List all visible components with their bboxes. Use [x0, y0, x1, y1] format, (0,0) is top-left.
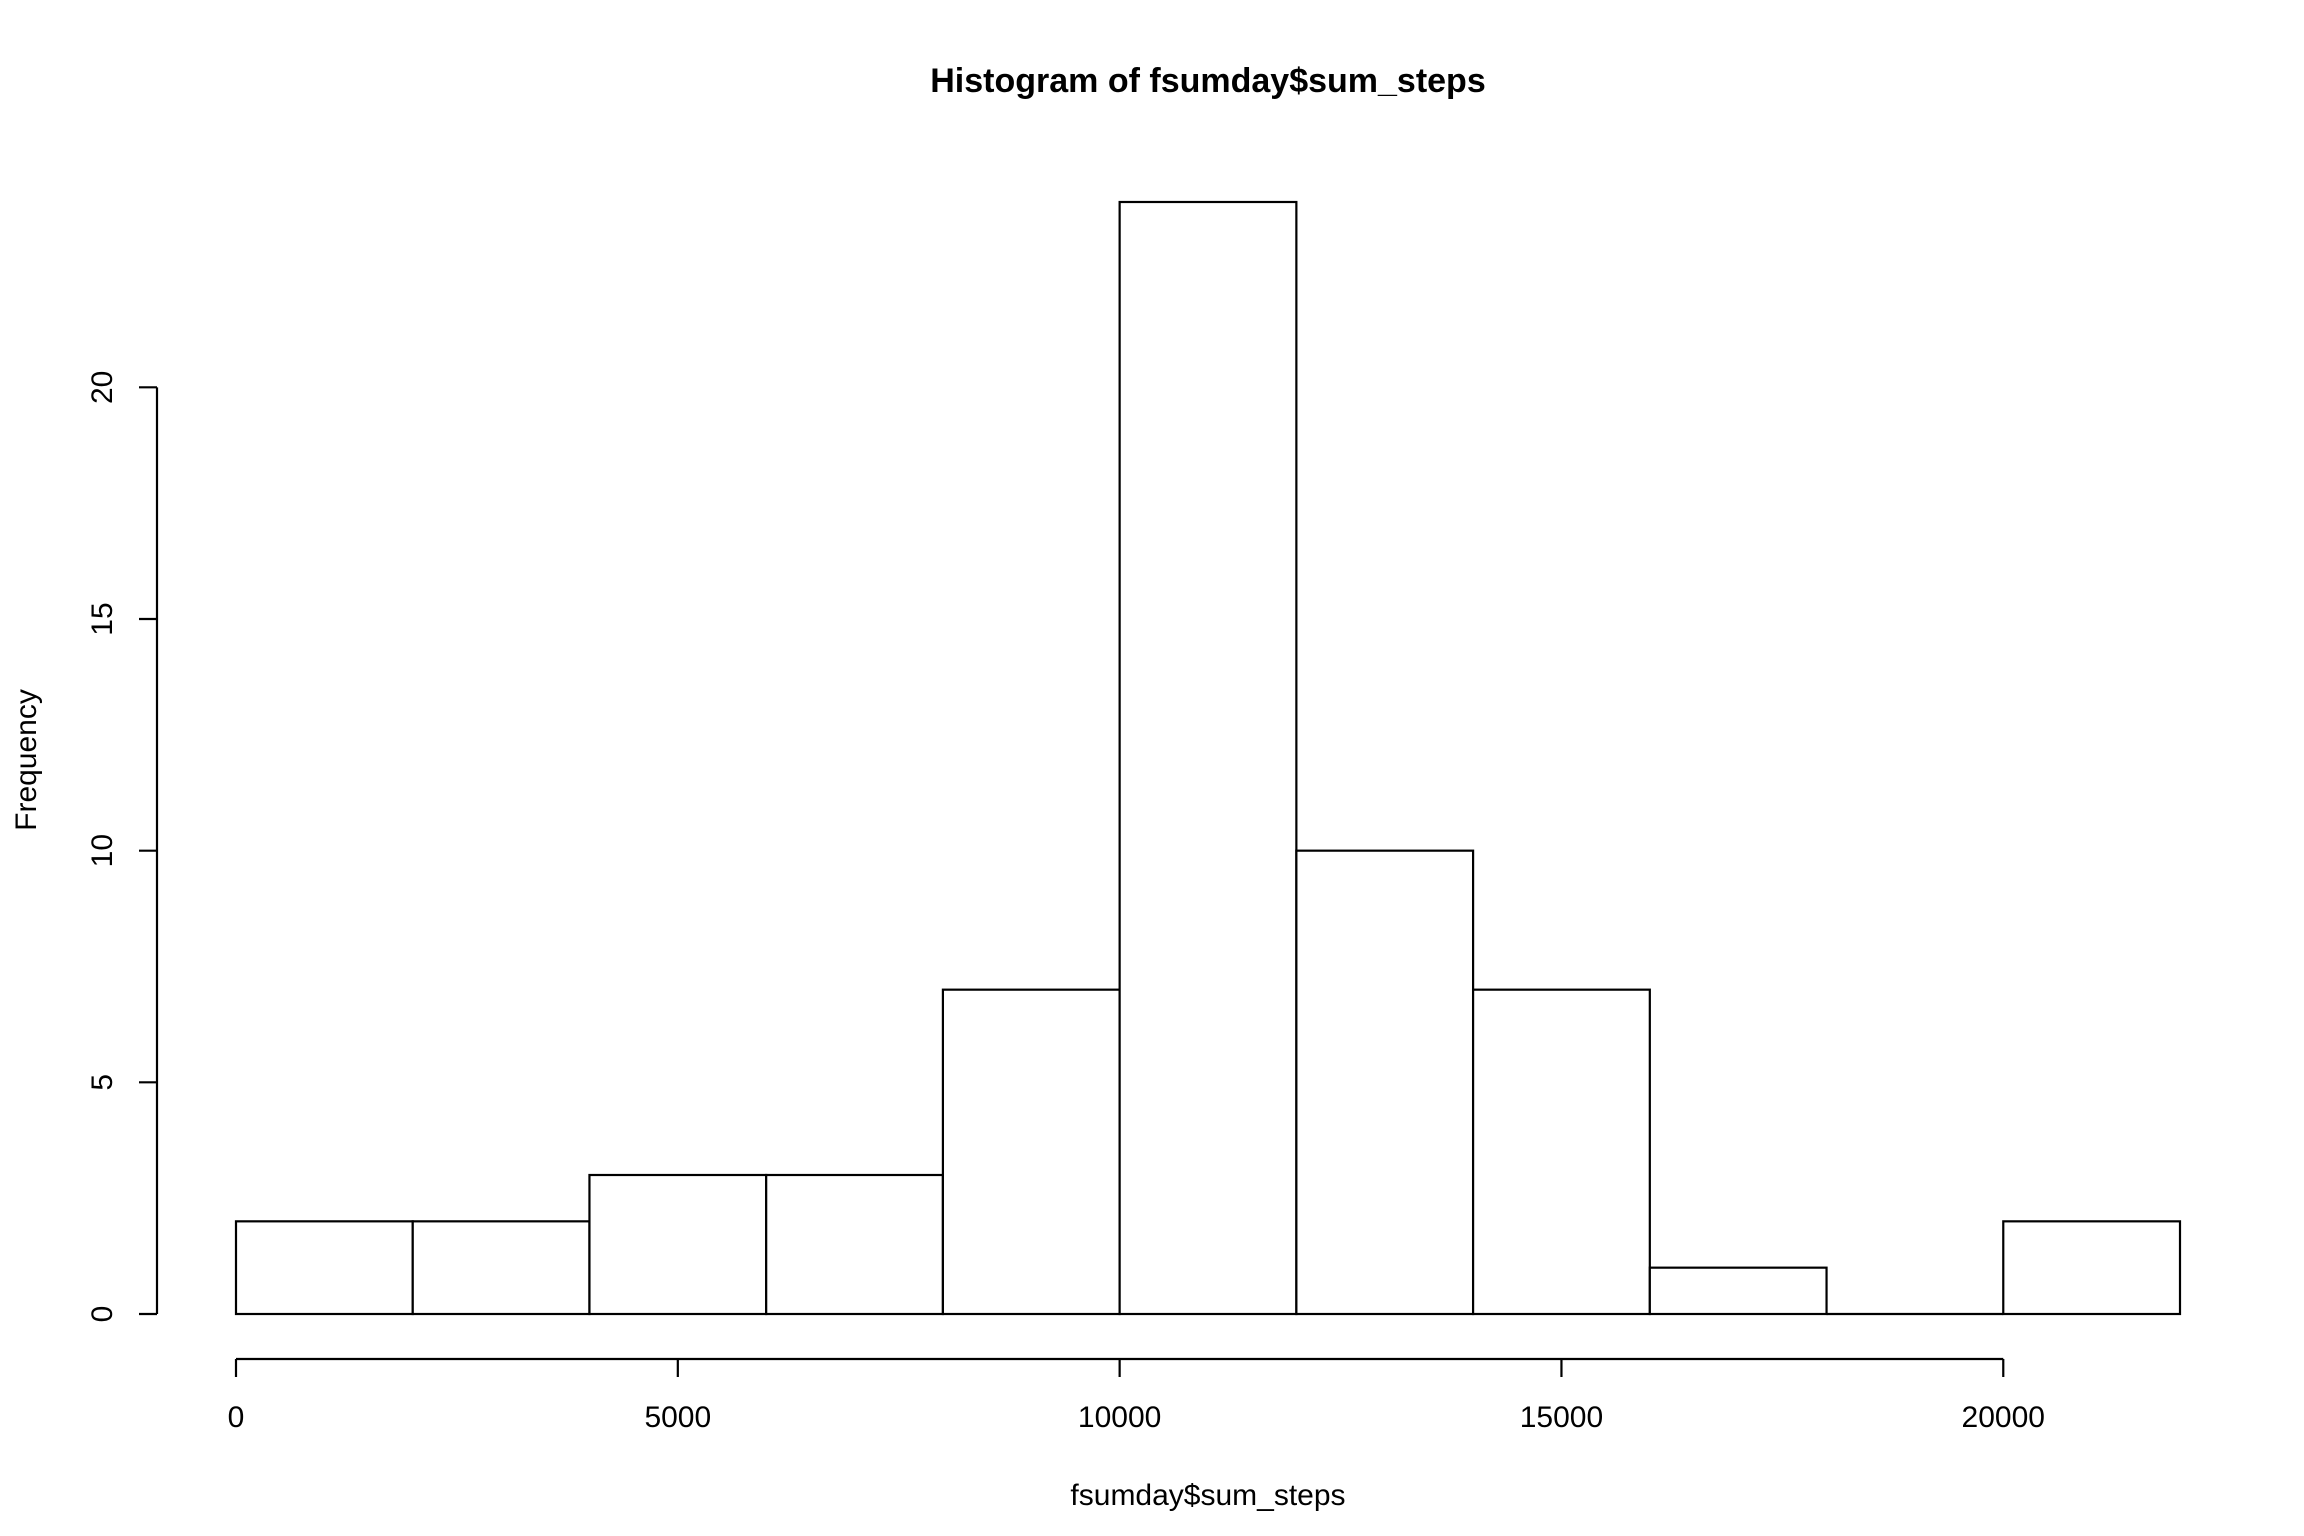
x-tick-label: 10000: [1078, 1401, 1161, 1434]
histogram-bar-4: [941, 988, 1121, 1316]
y-tick-label: 5: [86, 1074, 119, 1091]
y-tick-label: 15: [86, 602, 119, 635]
histogram-bar-3: [765, 1173, 945, 1316]
x-axis-label: fsumday$sum_steps: [1070, 1479, 1345, 1512]
y-tick-label: 10: [86, 834, 119, 867]
y-axis-label: Frequency: [10, 689, 43, 831]
chart-title: Histogram of fsumday$sum_steps: [930, 62, 1486, 100]
y-tick-label: 0: [86, 1306, 119, 1323]
x-tick-label: 15000: [1520, 1401, 1603, 1434]
x-tick-label: 5000: [644, 1401, 711, 1434]
y-axis: 0 5 10 15 20: [86, 371, 159, 1323]
histogram-bar-5: [1118, 200, 1298, 1316]
histogram-bar-0: [234, 1220, 414, 1316]
x-axis: 0 5000 10000 15000 20000: [228, 1357, 2045, 1434]
histogram-bar-7: [1471, 988, 1651, 1316]
y-tick-label: 20: [86, 371, 119, 404]
histogram-bar-2: [588, 1173, 768, 1316]
histogram-bar-10: [2002, 1220, 2182, 1316]
histogram-bar-6: [1295, 849, 1475, 1316]
histogram-bar-1: [411, 1220, 591, 1316]
histogram-bar-8: [1648, 1266, 1828, 1316]
bars-group: [234, 200, 2182, 1316]
x-tick-label: 20000: [1962, 1401, 2045, 1434]
x-tick-label: 0: [228, 1401, 245, 1434]
